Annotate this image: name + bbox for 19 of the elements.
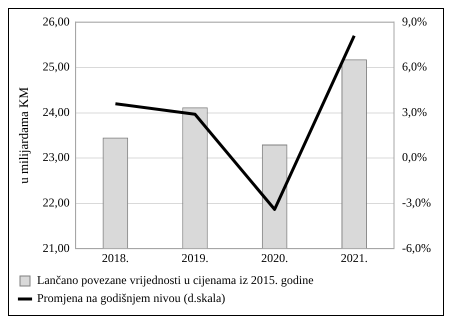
y-tick-label: 25,00 bbox=[42, 60, 70, 74]
x-tick-label: 2020. bbox=[261, 250, 288, 265]
legend-label: Promjena na godišnjem nivou (d.skala) bbox=[37, 291, 226, 306]
y-axis-title: u milijardama KM bbox=[16, 86, 32, 184]
y-tick-label: 26,00 bbox=[42, 14, 70, 28]
y2-tick-label: 6,0% bbox=[402, 60, 428, 74]
y-tick-label: 24,00 bbox=[42, 104, 70, 119]
y2-tick-label: -6,0% bbox=[402, 240, 432, 255]
y2-tick-label: -3,0% bbox=[402, 195, 432, 210]
y-tick-label: 23,00 bbox=[42, 150, 70, 164]
legend-label: Lančano povezane vrijednosti u cijenama iz 2015. godine bbox=[37, 273, 314, 288]
y-tick-label: 21,00 bbox=[42, 240, 70, 255]
y2-tick-label: 9,0% bbox=[402, 14, 428, 28]
x-tick-label: 2019. bbox=[182, 250, 209, 265]
x-tick-label: 2018. bbox=[102, 250, 129, 265]
y-tick-label: 22,00 bbox=[42, 195, 70, 210]
x-tick-label: 2021. bbox=[340, 250, 368, 265]
y2-tick-label: 0,0% bbox=[402, 150, 428, 164]
y2-tick-label: 3,0% bbox=[402, 104, 428, 119]
